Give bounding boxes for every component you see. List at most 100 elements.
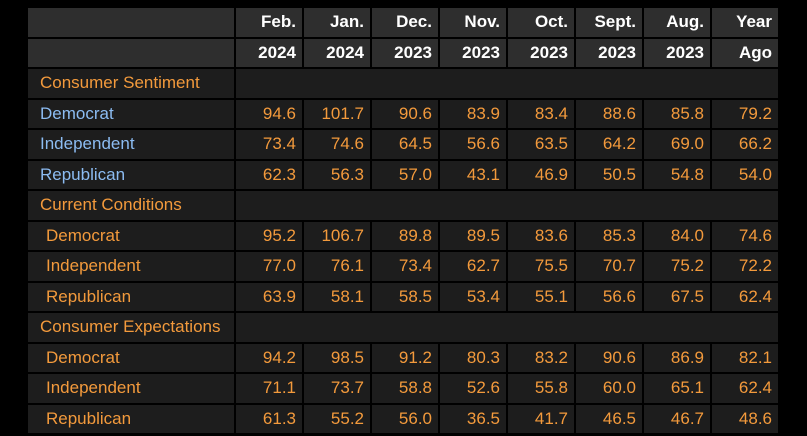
value-cell: 94.2	[236, 343, 302, 372]
value-cell: 75.2	[644, 252, 710, 281]
section-title: Consumer Sentiment	[28, 69, 234, 98]
value-cell: 94.6	[236, 99, 302, 128]
header-cell: Nov.	[440, 8, 506, 37]
value-cell: 72.2	[712, 252, 778, 281]
value-cell: 67.5	[644, 282, 710, 311]
value-cell: 55.1	[508, 282, 574, 311]
value-cell: 83.9	[440, 99, 506, 128]
header-cell: 2023	[576, 38, 642, 67]
value-cell: 89.5	[440, 221, 506, 250]
row-label: Democrat	[28, 221, 234, 250]
header-cell: Feb.	[236, 8, 302, 37]
header-cell: Aug.	[644, 8, 710, 37]
value-cell: 63.9	[236, 282, 302, 311]
value-cell: 46.9	[508, 160, 574, 189]
sentiment-table: Feb. Jan. Dec. Nov. Oct. Sept. Aug. Year 2024 202…	[28, 8, 778, 433]
value-cell: 65.1	[644, 374, 710, 403]
value-cell: 91.2	[372, 343, 438, 372]
value-cell: 83.2	[508, 343, 574, 372]
value-cell: 71.1	[236, 374, 302, 403]
header-corner	[28, 8, 234, 37]
value-cell: 56.0	[372, 404, 438, 433]
value-cell: 64.2	[576, 130, 642, 159]
section-title: Consumer Expectations	[28, 313, 234, 342]
value-cell: 58.1	[304, 282, 370, 311]
value-cell: 55.8	[508, 374, 574, 403]
value-cell: 52.6	[440, 374, 506, 403]
value-cell: 73.4	[236, 130, 302, 159]
value-cell: 57.0	[372, 160, 438, 189]
value-cell: 66.2	[712, 130, 778, 159]
value-cell: 89.8	[372, 221, 438, 250]
header-cell: Dec.	[372, 8, 438, 37]
value-cell: 46.5	[576, 404, 642, 433]
header-cell: 2024	[236, 38, 302, 67]
value-cell: 98.5	[304, 343, 370, 372]
header-cell: 2023	[372, 38, 438, 67]
value-cell: 79.2	[712, 99, 778, 128]
value-cell: 88.6	[576, 99, 642, 128]
row-label: Independent	[28, 130, 234, 159]
value-cell: 85.8	[644, 99, 710, 128]
value-cell: 83.4	[508, 99, 574, 128]
value-cell: 75.5	[508, 252, 574, 281]
value-cell: 36.5	[440, 404, 506, 433]
value-cell: 73.4	[372, 252, 438, 281]
value-cell: 43.1	[440, 160, 506, 189]
value-cell: 63.5	[508, 130, 574, 159]
header-cell: Sept.	[576, 8, 642, 37]
value-cell: 101.7	[304, 99, 370, 128]
section-fill	[236, 313, 778, 342]
value-cell: 84.0	[644, 221, 710, 250]
value-cell: 58.8	[372, 374, 438, 403]
header-cell: Year	[712, 8, 778, 37]
row-label: Independent	[28, 252, 234, 281]
value-cell: 60.0	[576, 374, 642, 403]
row-label: Republican	[28, 282, 234, 311]
header-cell: Oct.	[508, 8, 574, 37]
value-cell: 56.6	[576, 282, 642, 311]
value-cell: 50.5	[576, 160, 642, 189]
value-cell: 62.3	[236, 160, 302, 189]
section-title: Current Conditions	[28, 191, 234, 220]
row-label: Independent	[28, 374, 234, 403]
value-cell: 77.0	[236, 252, 302, 281]
value-cell: 62.4	[712, 374, 778, 403]
value-cell: 58.5	[372, 282, 438, 311]
value-cell: 54.0	[712, 160, 778, 189]
value-cell: 82.1	[712, 343, 778, 372]
value-cell: 83.6	[508, 221, 574, 250]
header-cell: Ago	[712, 38, 778, 67]
value-cell: 74.6	[304, 130, 370, 159]
value-cell: 76.1	[304, 252, 370, 281]
header-cell: Jan.	[304, 8, 370, 37]
section-fill	[236, 69, 778, 98]
value-cell: 70.7	[576, 252, 642, 281]
value-cell: 69.0	[644, 130, 710, 159]
value-cell: 90.6	[372, 99, 438, 128]
value-cell: 61.3	[236, 404, 302, 433]
value-cell: 56.6	[440, 130, 506, 159]
value-cell: 54.8	[644, 160, 710, 189]
value-cell: 41.7	[508, 404, 574, 433]
value-cell: 95.2	[236, 221, 302, 250]
header-cell: 2023	[440, 38, 506, 67]
value-cell: 56.3	[304, 160, 370, 189]
value-cell: 80.3	[440, 343, 506, 372]
value-cell: 62.4	[712, 282, 778, 311]
value-cell: 86.9	[644, 343, 710, 372]
header-corner	[28, 38, 234, 67]
value-cell: 46.7	[644, 404, 710, 433]
value-cell: 53.4	[440, 282, 506, 311]
value-cell: 62.7	[440, 252, 506, 281]
section-fill	[236, 191, 778, 220]
value-cell: 55.2	[304, 404, 370, 433]
row-label: Democrat	[28, 343, 234, 372]
value-cell: 64.5	[372, 130, 438, 159]
value-cell: 106.7	[304, 221, 370, 250]
value-cell: 85.3	[576, 221, 642, 250]
header-cell: 2024	[304, 38, 370, 67]
value-cell: 90.6	[576, 343, 642, 372]
value-cell: 48.6	[712, 404, 778, 433]
